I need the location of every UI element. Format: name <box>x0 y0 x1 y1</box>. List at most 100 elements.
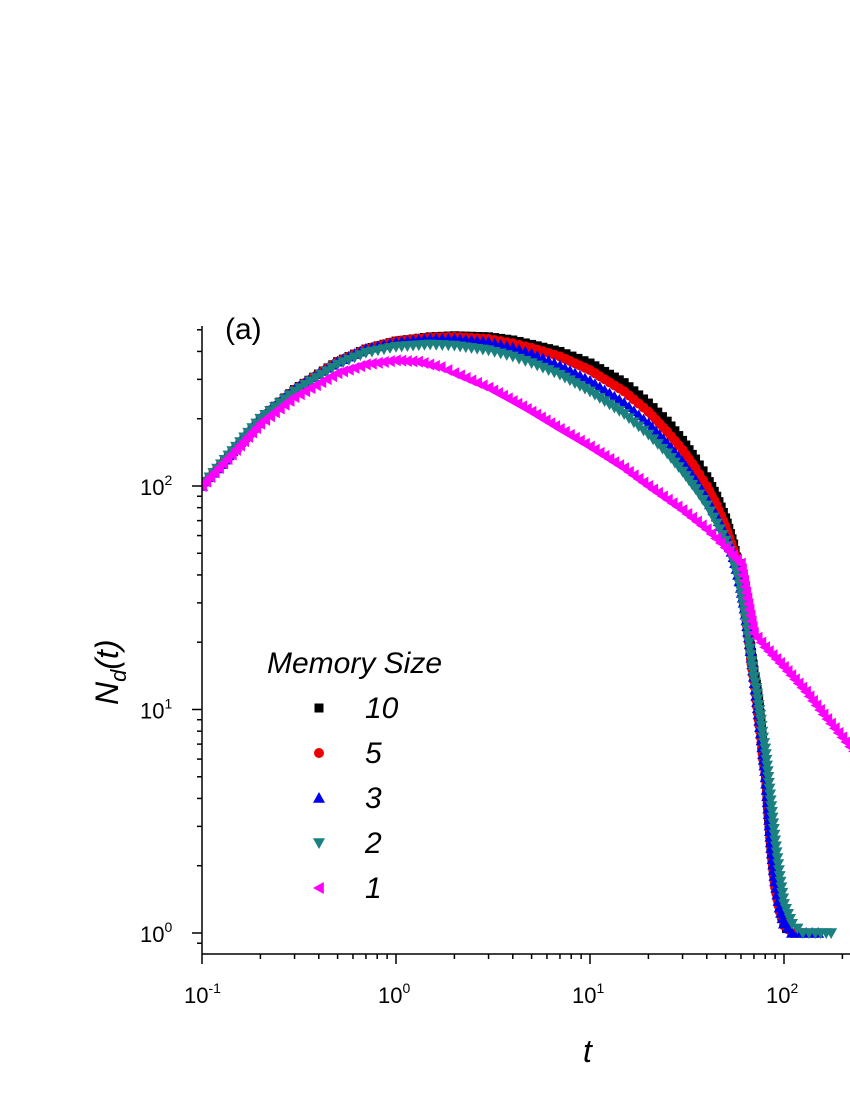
series-2-point <box>774 876 787 888</box>
series-2-point <box>764 795 777 807</box>
series-2-point <box>764 789 777 801</box>
series-2-point <box>707 512 720 524</box>
series-10-point <box>653 407 663 417</box>
series-1-point <box>423 358 435 371</box>
legend-label-5: 5 <box>365 737 382 770</box>
series-1-point <box>383 355 395 368</box>
series-2-point <box>704 506 717 518</box>
series-2-point <box>761 760 774 772</box>
x-tick-label: 101 <box>572 980 604 1008</box>
series-10-point <box>704 477 714 487</box>
series-2-point <box>772 865 785 876</box>
series-10-point <box>681 440 691 450</box>
series-2-point <box>765 801 778 813</box>
legend-label-2: 2 <box>364 827 382 860</box>
legend-label-10: 10 <box>365 692 399 725</box>
series-2-point <box>766 812 779 824</box>
series-layer <box>202 331 850 939</box>
series-10-point <box>590 361 600 371</box>
series-2-point <box>568 378 581 390</box>
series-2-point <box>608 402 621 414</box>
series-10-point <box>595 364 605 374</box>
series-10-point <box>698 466 708 476</box>
series-1-point <box>406 355 418 368</box>
series-10-point <box>684 445 694 455</box>
series-2-point <box>768 829 781 841</box>
legend-item-1: 1 <box>313 872 382 905</box>
series-2-point <box>588 389 601 401</box>
y-tick-label: 100 <box>140 919 172 947</box>
series-10-point <box>662 416 672 426</box>
series-10-point <box>691 454 701 464</box>
series-2-point <box>747 672 760 683</box>
legend-item-10: 10 <box>314 692 399 725</box>
legend-title: Memory Size <box>267 647 442 680</box>
series-10-point <box>619 378 629 388</box>
series-2-point <box>573 381 586 392</box>
series-2-point <box>743 643 756 655</box>
series-10-point <box>687 449 697 459</box>
series-5 <box>202 331 808 938</box>
legend-marker-2 <box>313 838 325 849</box>
x-tick-label: 100 <box>378 980 410 1008</box>
series-10-point <box>670 426 680 436</box>
series-10-point <box>648 403 658 413</box>
legend-label-1: 1 <box>365 872 382 905</box>
panel-label: (a) <box>225 313 262 346</box>
series-2-point <box>757 732 770 744</box>
series-2-point <box>769 841 782 853</box>
series-2-point <box>553 369 566 381</box>
series-2-point <box>584 386 596 398</box>
series-2-point <box>760 754 773 766</box>
series-2-point <box>744 649 757 661</box>
series-2-point <box>742 637 755 649</box>
series-2-point <box>758 738 771 749</box>
series-1-point <box>844 743 850 750</box>
series-10-point <box>624 382 634 392</box>
series-1-point <box>390 354 401 367</box>
series-10-point <box>605 369 615 379</box>
series-10-point <box>614 375 624 385</box>
series-10-point <box>702 472 712 482</box>
series-10-point <box>643 398 653 408</box>
series-2-point <box>767 818 780 830</box>
series-1-point <box>359 358 371 371</box>
series-2-point <box>578 383 591 395</box>
series-10 <box>202 331 811 938</box>
series-2-point <box>689 484 702 495</box>
legend-marker-1 <box>313 882 324 894</box>
series-2-point <box>770 847 783 859</box>
series-10-point <box>585 358 595 368</box>
series-2-point <box>767 824 780 835</box>
y-axis-label-tail: (t) <box>89 639 125 669</box>
series-10-point <box>609 372 619 382</box>
series-1-point <box>365 357 377 370</box>
series-10-point <box>678 435 688 445</box>
x-tick-label: 102 <box>766 980 798 1008</box>
y-tick-label: 102 <box>140 472 172 500</box>
series-2-point <box>593 393 606 404</box>
series-2-point <box>700 500 713 512</box>
y-axis-label-main: N <box>89 681 125 705</box>
series-10-point <box>674 431 684 441</box>
series-2-point <box>762 777 775 789</box>
series-2-point <box>697 495 710 506</box>
series-2-point <box>598 396 611 408</box>
series-2-point <box>751 694 764 706</box>
series-1-point <box>401 354 412 367</box>
series-10-point <box>561 349 571 359</box>
legend-item-5: 5 <box>314 737 382 770</box>
series-2-point <box>755 720 768 732</box>
series-2-point <box>759 749 772 761</box>
legend-marker-5 <box>314 748 324 758</box>
series-10-point <box>634 390 644 400</box>
series-10-point <box>658 412 668 422</box>
series-2-point <box>563 375 576 387</box>
series-1-point <box>429 359 440 372</box>
legend: Memory Size 10 5 3 2 1 <box>267 647 442 905</box>
series-2-point <box>558 372 571 384</box>
y-axis-label: Nd(t) <box>89 639 131 705</box>
series-10-point <box>639 394 649 404</box>
